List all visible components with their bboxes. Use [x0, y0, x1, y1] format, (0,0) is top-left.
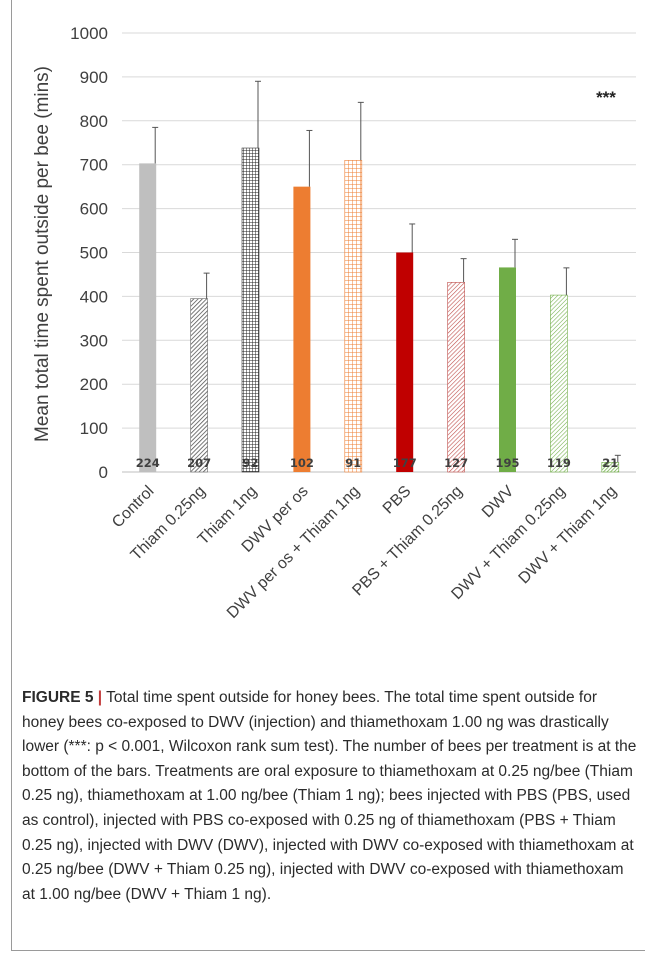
y-tick-label: 300	[80, 331, 108, 350]
bar	[601, 462, 620, 473]
bar	[241, 147, 260, 473]
bar	[499, 267, 516, 472]
y-tick-label: 1000	[70, 24, 108, 43]
bars	[139, 147, 620, 473]
sample-size-label: 21	[602, 456, 618, 470]
bar	[190, 298, 208, 473]
error-bar	[152, 126, 159, 164]
figure-label: FIGURE 5	[22, 689, 94, 706]
y-tick-labels: 0 100 200 300 400 500 600 700 800 900 1000	[70, 24, 108, 482]
y-axis-label: Mean total time spent outside per bee (m…	[32, 66, 53, 442]
error-bar	[357, 101, 364, 161]
x-tick-label: PBS	[380, 483, 415, 518]
error-bar	[255, 80, 261, 149]
significance-annotation: ***	[596, 88, 616, 107]
sample-size-label: 207	[187, 456, 211, 470]
bar	[293, 186, 311, 472]
error-bars	[152, 80, 621, 463]
bar	[396, 252, 414, 472]
y-tick-label: 200	[80, 375, 108, 394]
sample-size-labels: 224 207 92 102 91 177 127 195 119 21	[136, 456, 619, 470]
sample-size-label: 177	[393, 456, 417, 470]
y-tick-label: 600	[80, 200, 108, 219]
y-tick-label: 800	[80, 112, 108, 131]
error-bar	[614, 454, 621, 463]
bar	[447, 282, 465, 473]
y-tick-label: 700	[80, 156, 108, 175]
error-bar	[460, 258, 467, 283]
sample-size-label: 102	[290, 456, 314, 470]
sample-size-label: 127	[444, 456, 468, 470]
caption-text: Total time spent outside for honey bees.…	[22, 689, 637, 903]
caption-separator: |	[97, 689, 103, 706]
sample-size-label: 119	[547, 456, 571, 470]
figure-frame	[11, 0, 645, 951]
bar-chart: 0 100 200 300 400 500 600 700 800 900 1000 224 207 9…	[32, 24, 636, 622]
error-bar	[512, 238, 518, 268]
figure-caption: FIGURE 5 | Total time spent outside for …	[22, 686, 638, 907]
y-tick-label: 500	[80, 244, 108, 263]
x-tick-label: DWV + Thiam 1ng	[516, 483, 621, 588]
bar	[139, 163, 157, 472]
x-tick-label: DWV	[479, 483, 518, 522]
error-bar	[409, 223, 416, 253]
y-tick-label: 100	[80, 419, 108, 438]
y-tick-label: 0	[99, 463, 108, 482]
sample-size-label: 91	[345, 456, 361, 470]
error-bar	[306, 129, 313, 187]
y-tick-label: 400	[80, 287, 108, 306]
sample-size-label: 195	[495, 456, 519, 470]
bar	[550, 294, 568, 473]
x-tick-label: Control	[109, 483, 157, 531]
y-tick-label: 900	[80, 68, 108, 87]
bar	[344, 160, 363, 473]
sample-size-label: 92	[242, 456, 258, 470]
error-bar	[203, 272, 210, 299]
sample-size-label: 224	[136, 456, 160, 470]
error-bar	[563, 267, 570, 296]
